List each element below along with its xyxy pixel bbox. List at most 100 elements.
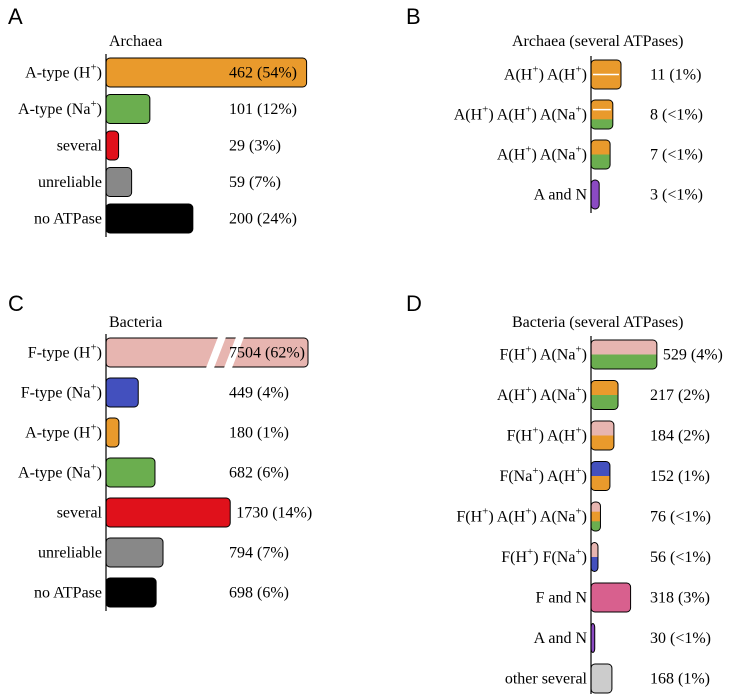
panel-b: 11 (1%)A(H+) A(H+)8 (<1%)A(H+) A(H+) A(N… [454, 56, 703, 213]
category-label: unreliable [38, 174, 102, 191]
bar-segment [591, 355, 657, 370]
category-label: A-type (H+) [25, 422, 102, 442]
value-label: 529 (4%) [663, 347, 723, 364]
panel-d: 529 (4%) F(H+) A(Na+) 217 (2%) A(H+) A(Na+)… [456, 336, 722, 694]
bar-segment [591, 543, 598, 558]
value-label: 200 (24%) [229, 211, 297, 228]
bar-segment [591, 119, 613, 129]
value-label: 794 (7%) [229, 545, 289, 562]
value-label: 152 (1%) [650, 468, 710, 485]
figure: A B C D Archaea Archaea (several ATPases… [0, 0, 750, 694]
value-label: 462 (54%) [229, 65, 297, 82]
value-label: 180 (1%) [229, 425, 289, 442]
bar-d-3 [591, 462, 610, 492]
title-bacteria: Bacteria [109, 314, 162, 331]
category-label: A(H+) A(H+) [504, 64, 587, 84]
panel-a: 462 (54%) A-type (H+) 101 (12%) A-type (Na+… [18, 54, 307, 237]
bar-segment [591, 421, 614, 436]
bar-segment [591, 140, 610, 155]
bar-segment [106, 538, 163, 568]
category-label: A and N [534, 630, 588, 647]
bar-b-1 [591, 100, 613, 130]
value-label: 8 (<1%) [650, 107, 703, 124]
category-label: F and N [535, 590, 587, 607]
category-label: no ATPase [34, 585, 102, 602]
bar-segment [106, 168, 132, 198]
bar-segment [591, 110, 613, 120]
category-label: A(H+) A(Na+) [497, 144, 587, 164]
value-label: 168 (1%) [650, 671, 710, 688]
bar-b-3 [591, 180, 599, 210]
category-label: F(H+) F(Na+) [501, 546, 587, 566]
bar-d-2 [591, 421, 614, 451]
value-label: 1730 (14%) [236, 505, 312, 522]
bar-a-4 [106, 204, 193, 234]
category-label: A(H+) A(Na+) [497, 384, 587, 404]
value-label: 76 (<1%) [650, 509, 711, 526]
bar-segment [591, 436, 614, 451]
value-label: 7 (<1%) [650, 147, 703, 164]
value-label: 217 (2%) [650, 387, 710, 404]
value-label: 56 (<1%) [650, 549, 711, 566]
value-label: 3 (<1%) [650, 187, 703, 204]
bar-c-6 [106, 578, 156, 608]
panel-letter-a: A [8, 4, 23, 29]
bar-d-8 [591, 664, 612, 694]
panel-c: 7504 (62%)F-type (H+)449 (4%)F-type (Na+… [18, 334, 312, 611]
bar-segment [591, 502, 600, 512]
bar-segment [591, 75, 621, 90]
bar-b-0 [591, 60, 621, 90]
bar-segment [591, 557, 598, 572]
value-label: 318 (3%) [650, 590, 710, 607]
bar-segment [591, 395, 618, 410]
bar-segment [106, 578, 156, 608]
panel-letter-c: C [8, 291, 24, 316]
bar-segment [106, 458, 155, 488]
panel-letter-d: D [406, 291, 422, 316]
bar-segment [591, 583, 631, 613]
category-label: F(H+) A(H+) [507, 425, 587, 445]
bar-d-6 [591, 583, 631, 613]
category-label: F-type (Na+) [21, 382, 102, 402]
bar-segment [591, 100, 613, 110]
category-label: F(H+) A(H+) A(Na+) [456, 506, 587, 526]
bar-segment [591, 381, 618, 396]
bar-d-1 [591, 381, 618, 411]
category-label: A-type (Na+) [18, 98, 102, 118]
value-label: 698 (6%) [229, 585, 289, 602]
value-label: 101 (12%) [229, 101, 297, 118]
value-label: 449 (4%) [229, 385, 289, 402]
bar-c-4 [106, 498, 230, 528]
bar-segment [591, 512, 600, 522]
bar-segment [591, 476, 610, 491]
category-label: other several [505, 671, 588, 688]
value-label: 30 (<1%) [650, 630, 711, 647]
bar-b-2 [591, 140, 610, 170]
bar-segment [591, 462, 610, 477]
value-label: 59 (7%) [229, 174, 281, 191]
bar-c-1 [106, 378, 138, 408]
category-label: A-type (Na+) [18, 462, 102, 482]
value-label: 29 (3%) [229, 138, 281, 155]
category-label: F(H+) A(Na+) [499, 344, 587, 364]
category-label: no ATPase [34, 211, 102, 228]
category-label: several [57, 138, 103, 155]
value-label: 7504 (62%) [229, 345, 305, 362]
bar-d-0 [591, 340, 657, 370]
bar-segment [591, 340, 657, 355]
category-label: several [57, 505, 103, 522]
bar-segment [591, 155, 610, 170]
category-label: A(H+) A(H+) A(Na+) [454, 104, 587, 124]
category-label: A and N [534, 187, 588, 204]
bar-a-1 [106, 95, 150, 125]
panel-letter-b: B [406, 4, 421, 29]
value-label: 184 (2%) [650, 428, 710, 445]
bar-segment [106, 131, 119, 161]
value-label: 682 (6%) [229, 465, 289, 482]
bar-segment [106, 378, 138, 408]
bar-a-2 [106, 131, 119, 161]
bar-segment [106, 95, 150, 125]
category-label: F(Na+) A(H+) [499, 465, 587, 485]
bar-c-2 [106, 418, 119, 448]
title-bacteria-several: Bacteria (several ATPases) [512, 314, 683, 331]
